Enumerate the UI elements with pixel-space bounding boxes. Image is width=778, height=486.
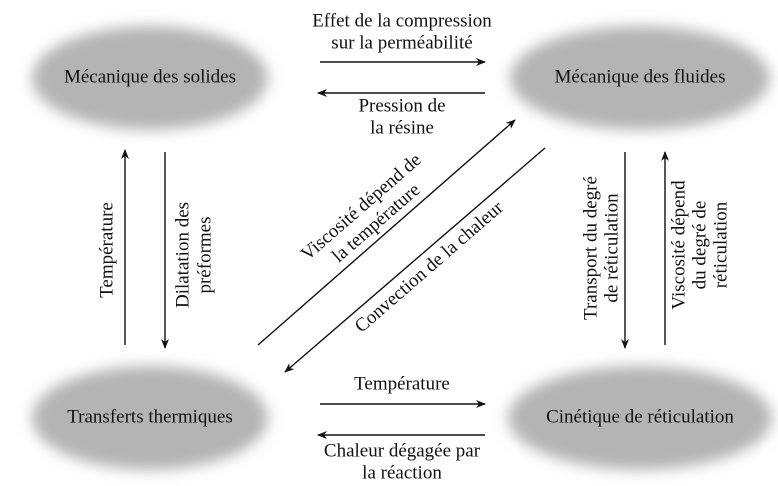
edge-label: de réticulation [601,193,622,303]
node-shape [510,26,770,130]
node-label: Mécanique des fluides [555,66,726,87]
edge-label: Dilatation des [172,202,193,308]
edge-label: Température [354,373,450,394]
edge-label: préformes [194,216,215,293]
edge-label: Effet de la compression [312,10,492,31]
edge-label: sur la perméabilité [331,32,472,53]
edge-label: du degré de [689,201,710,290]
edge-label: la résine [370,117,434,138]
node-label: Mécanique des solides [64,66,236,87]
edge-label: Pression de [358,95,445,116]
edge-label: la réaction [362,462,442,483]
edge-label: Transport du degré [580,176,601,320]
node-shape [32,26,268,130]
arrow [284,147,546,373]
edge-label: réticulation [710,201,731,288]
edge-label: Chaleur dégagée par [324,440,481,461]
node-label: Cinétique de réticulation [546,406,734,427]
node-label: Transferts thermiques [67,406,233,427]
node-shape [508,366,772,470]
arrow [257,119,516,346]
edge-label: Viscosité dépend [668,180,689,310]
edge-label: Température [96,202,117,298]
node-shape [32,366,268,470]
